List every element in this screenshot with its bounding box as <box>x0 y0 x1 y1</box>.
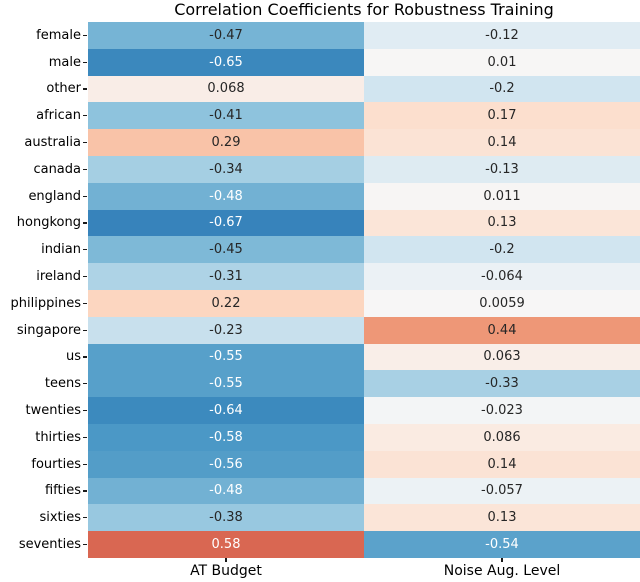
y-tick-singapore <box>83 329 87 331</box>
heatmap-cell: 0.14 <box>364 450 640 478</box>
heatmap-cell: 0.01 <box>364 48 640 76</box>
y-tick-hongkong <box>83 222 87 224</box>
heatmap-cell: 0.068 <box>88 75 364 103</box>
heatmap-cell: -0.56 <box>88 450 364 478</box>
heatmap-cell: 0.44 <box>364 316 640 344</box>
y-axis-label-indian: indian <box>41 242 81 258</box>
y-tick-twenties <box>83 409 87 412</box>
heatmap-cell: 0.011 <box>364 182 640 210</box>
y-axis-label-ireland: ireland <box>36 269 81 285</box>
heatmap-cell: -0.33 <box>364 370 640 398</box>
y-tick-england <box>83 195 87 197</box>
heatmap-cell: -0.41 <box>88 102 364 130</box>
y-tick-female <box>83 34 87 37</box>
heatmap-cell: -0.34 <box>88 155 364 183</box>
heatmap-cell: -0.2 <box>364 75 640 103</box>
heatmap-cell: -0.47 <box>88 22 364 49</box>
heatmap-cell: -0.12 <box>364 22 640 49</box>
y-axis-label-philippines: philippines <box>10 295 81 311</box>
heatmap-cell: -0.38 <box>88 504 364 532</box>
y-tick-australia <box>83 141 87 144</box>
heatmap-cell: -0.064 <box>364 263 640 290</box>
heatmap-cell: 0.13 <box>364 504 640 532</box>
x-axis-label-at-budget: AT Budget <box>190 563 262 579</box>
heatmap-cell: 0.0059 <box>364 289 640 317</box>
heatmap-cell: 0.14 <box>364 129 640 156</box>
y-tick-sixties <box>83 517 87 519</box>
y-axis-label-australia: australia <box>24 135 81 151</box>
y-tick-other <box>83 88 87 90</box>
heatmap-cell: 0.58 <box>88 531 364 558</box>
y-axis-label-singapore: singapore <box>16 322 81 338</box>
heatmap-cell: 0.086 <box>364 423 640 451</box>
y-axis-label-twenties: twenties <box>25 403 81 419</box>
y-axis-label-female: female <box>36 27 81 43</box>
y-axis-label-fifties: fifties <box>44 483 81 499</box>
y-tick-male <box>83 61 87 63</box>
y-axis-label-teens: teens <box>44 376 81 392</box>
y-axis-label-hongkong: hongkong <box>16 215 81 231</box>
y-tick-ireland <box>83 275 87 278</box>
y-tick-seventies <box>83 543 87 546</box>
heatmap-cell: -0.45 <box>88 236 364 264</box>
heatmap-cell: -0.58 <box>88 423 364 451</box>
heatmap-cell: 0.29 <box>88 129 364 156</box>
heatmap-cell: -0.2 <box>364 236 640 264</box>
heatmap-cell: -0.48 <box>88 477 364 505</box>
heatmap-cell: 0.17 <box>364 102 640 130</box>
y-axis-label-male: male <box>48 54 81 70</box>
heatmap-grid: -0.47 -0.12 -0.65 0.01 0.068 -0.2 -0.41 0.17 0.2… <box>88 22 640 558</box>
y-tick-us <box>83 356 87 358</box>
y-axis-label-african: african <box>36 108 81 124</box>
y-tick-teens <box>83 383 87 385</box>
y-axis-label-fourties: fourties <box>31 456 81 472</box>
y-axis-labels: female male other african australia canada eng… <box>0 22 81 558</box>
heatmap-cell: -0.48 <box>88 182 364 210</box>
y-tick-philippines <box>83 302 87 305</box>
y-tick-indian <box>83 249 87 251</box>
heatmap-cell: -0.057 <box>364 477 640 505</box>
y-axis-label-england: england <box>28 188 81 204</box>
heatmap-cell: 0.063 <box>364 343 640 371</box>
y-tick-fifties <box>83 490 87 492</box>
y-tick-canada <box>83 168 87 171</box>
chart-title: Correlation Coefficients for Robustness … <box>174 0 554 19</box>
heatmap-cell: 0.13 <box>364 209 640 237</box>
heatmap-cell: -0.55 <box>88 343 364 371</box>
heatmap-cell: -0.65 <box>88 48 364 76</box>
y-tick-fourties <box>83 463 87 465</box>
x-tick-noise-aug-level <box>501 558 503 562</box>
heatmap-cell: -0.13 <box>364 155 640 183</box>
heatmap-cell: -0.31 <box>88 263 364 290</box>
y-axis-label-sixties: sixties <box>39 510 81 526</box>
y-axis-label-canada: canada <box>33 161 81 177</box>
heatmap-cell: -0.64 <box>88 397 364 424</box>
y-tick-african <box>83 115 87 117</box>
x-tick-at-budget <box>225 558 227 562</box>
heatmap-cell: -0.23 <box>88 316 364 344</box>
heatmap-cell: -0.54 <box>364 531 640 558</box>
x-axis-label-noise-aug-level: Noise Aug. Level <box>443 563 561 579</box>
y-axis-label-seventies: seventies <box>18 537 81 553</box>
heatmap-cell: -0.67 <box>88 209 364 237</box>
y-axis-label-thirties: thirties <box>35 429 81 445</box>
heatmap-cell: 0.22 <box>88 289 364 317</box>
y-axis-label-us: us <box>65 349 81 365</box>
heatmap-cell: -0.55 <box>88 370 364 398</box>
y-tick-thirties <box>83 436 87 439</box>
heatmap-cell: -0.023 <box>364 397 640 424</box>
y-axis-label-other: other <box>46 81 81 97</box>
